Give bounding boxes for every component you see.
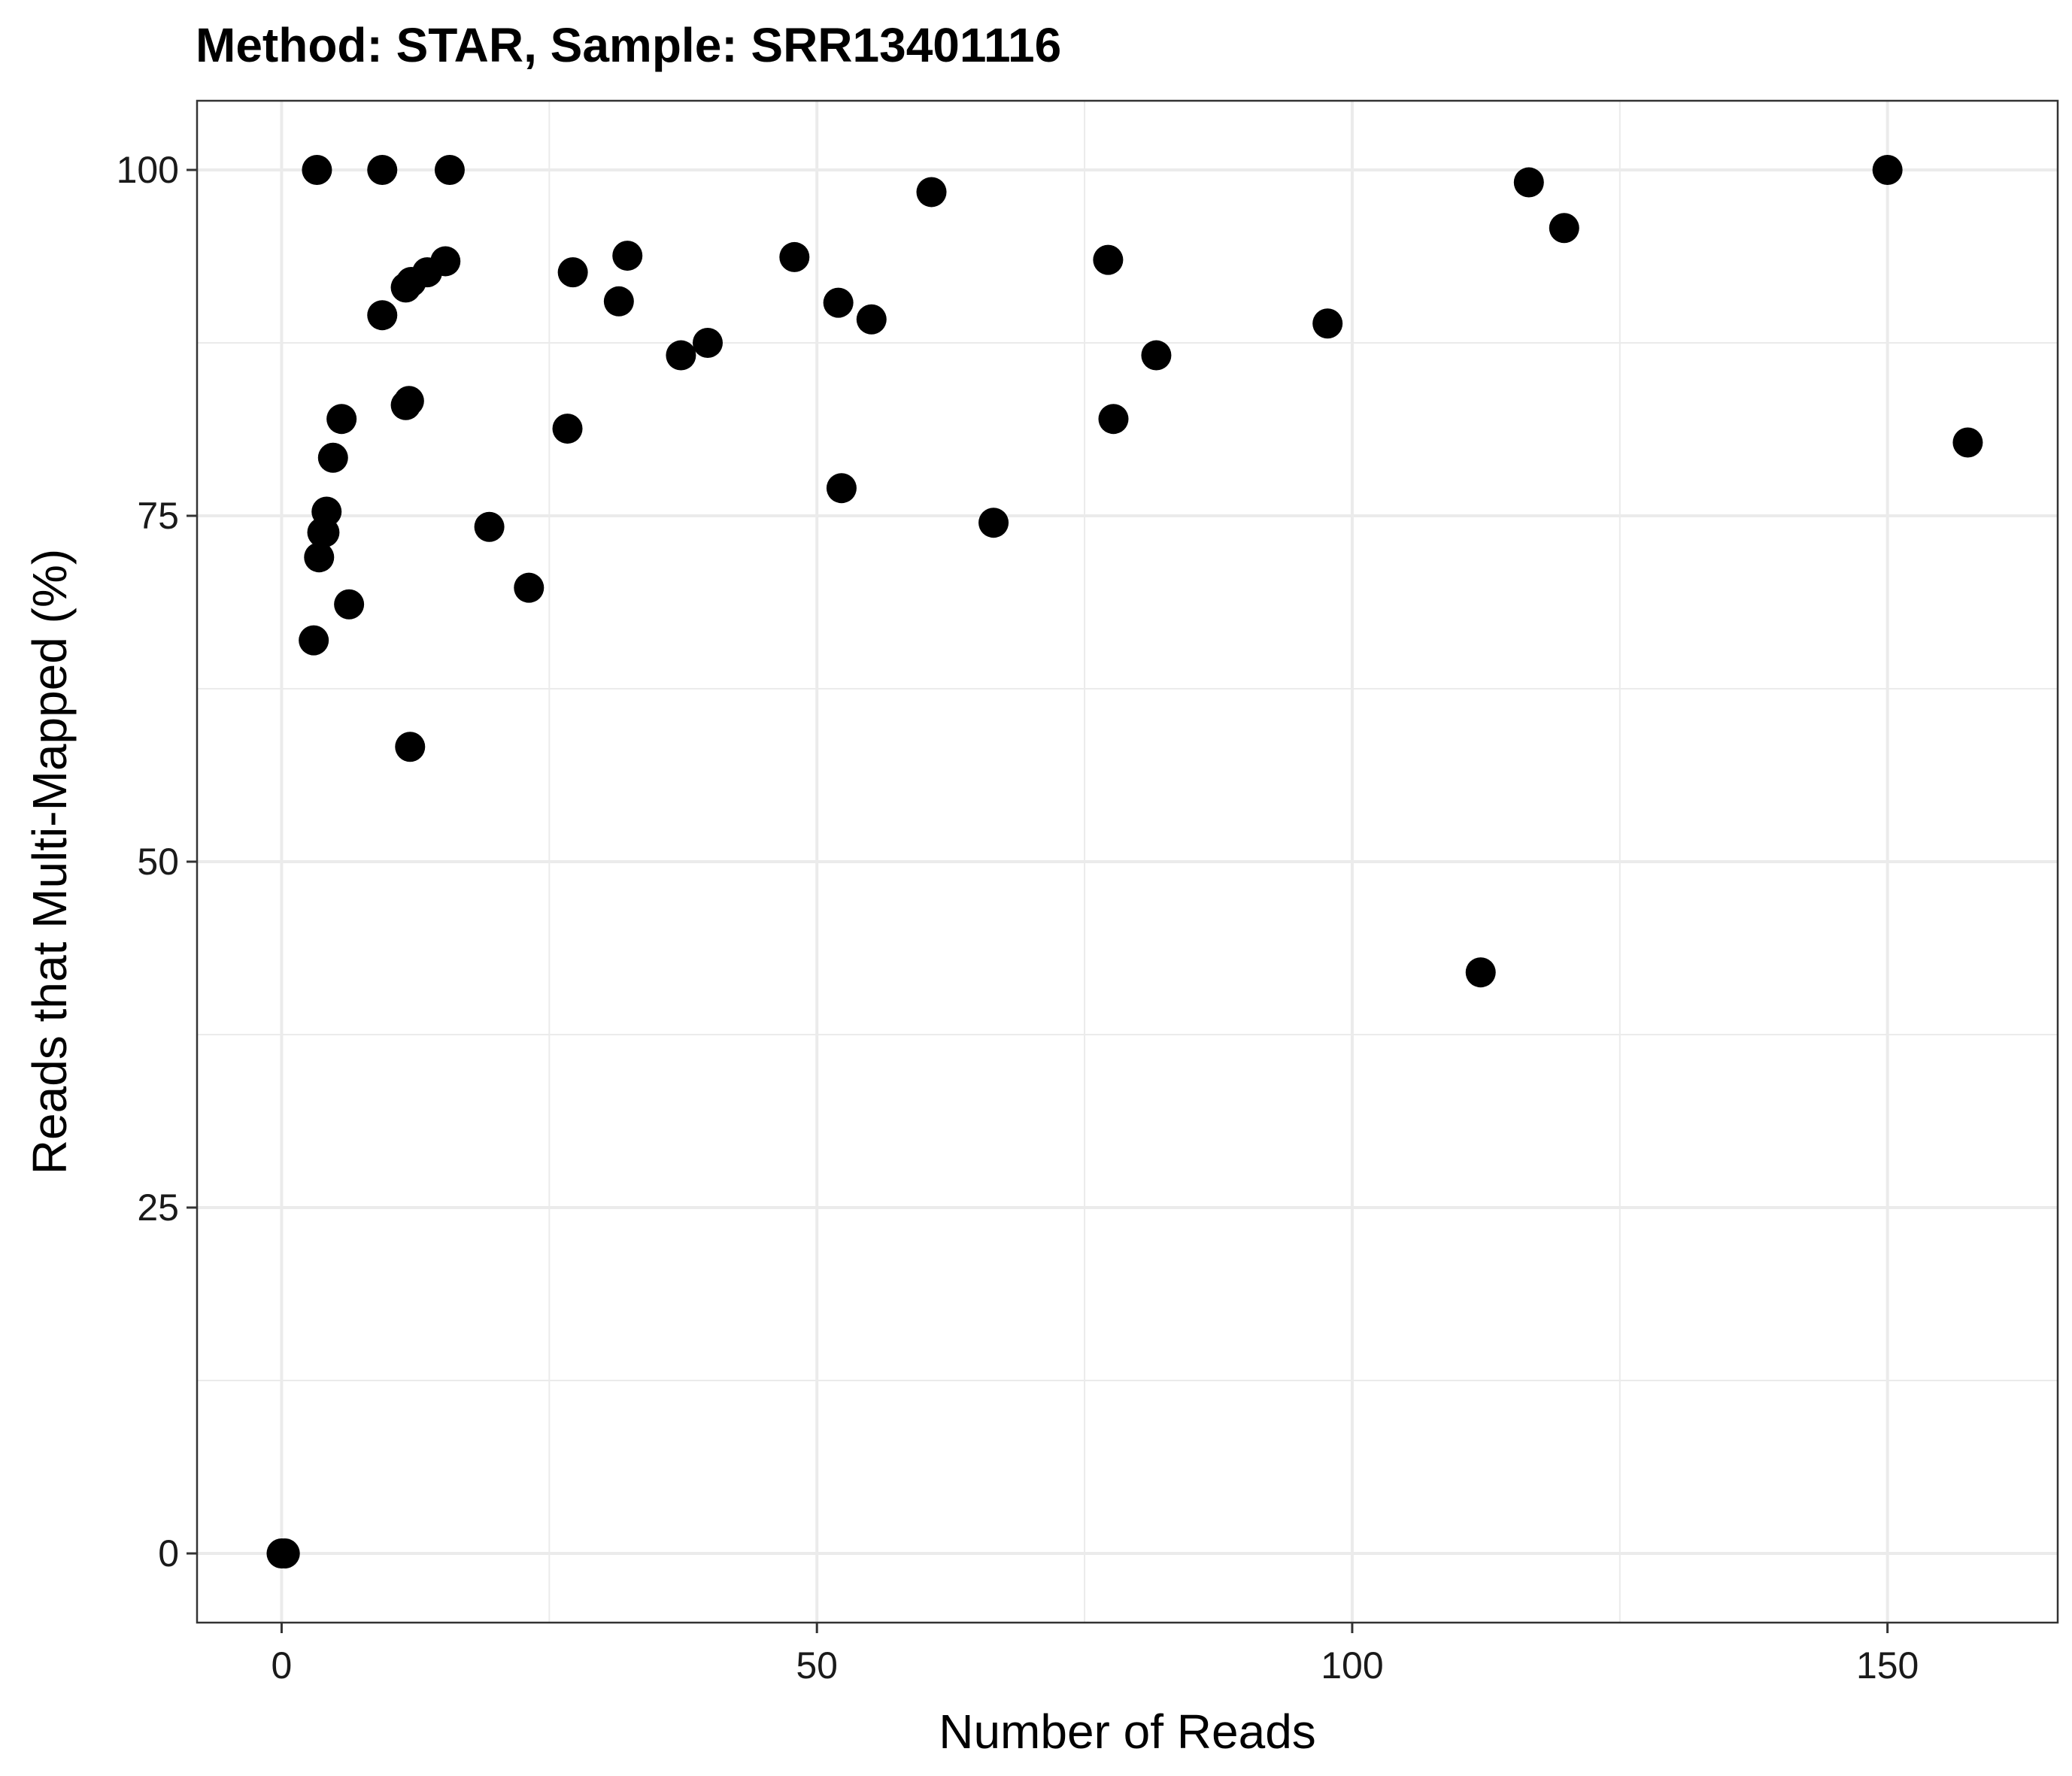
y-tick-label: 50: [137, 841, 179, 883]
data-point: [1952, 427, 1983, 458]
data-point: [1093, 244, 1124, 275]
data-point: [302, 155, 332, 185]
data-point: [269, 1538, 300, 1568]
data-point: [367, 155, 398, 185]
x-axis-title: Number of Reads: [939, 1705, 1316, 1759]
data-points: [266, 155, 1983, 1568]
y-axis-tick-labels: 0 25 50 75 100: [117, 149, 179, 1574]
data-point: [334, 589, 365, 620]
chart-title: Method: STAR, Sample: SRR13401116: [196, 18, 1061, 72]
data-point: [317, 442, 348, 473]
data-point: [557, 257, 588, 288]
data-point: [823, 287, 854, 318]
x-axis-tick-labels: 0 50 100 150: [272, 1644, 1919, 1687]
data-point: [434, 155, 465, 185]
data-point: [299, 625, 329, 656]
data-point: [826, 473, 857, 504]
data-point: [692, 328, 723, 358]
y-tick-label: 75: [137, 495, 179, 537]
y-axis-title: Reads that Multi-Mapped (%): [23, 549, 77, 1174]
axis-ticks: [187, 168, 1889, 1633]
y-tick-label: 25: [137, 1187, 179, 1229]
data-point: [304, 542, 335, 573]
data-point: [1312, 308, 1343, 339]
data-point: [612, 241, 643, 271]
data-point: [311, 496, 342, 527]
data-point: [395, 732, 426, 762]
y-tick-label: 100: [117, 149, 179, 191]
data-point: [430, 246, 461, 277]
grid-lines: [197, 101, 2058, 1623]
data-point: [552, 414, 583, 444]
data-point: [978, 508, 1009, 538]
data-point: [1141, 340, 1172, 371]
data-point: [1098, 404, 1129, 435]
data-point: [1513, 167, 1544, 198]
data-point: [779, 241, 810, 272]
y-tick-label: 0: [158, 1532, 179, 1574]
data-point: [474, 511, 505, 542]
data-point: [856, 304, 887, 335]
data-point: [514, 572, 545, 603]
x-tick-label: 50: [796, 1644, 838, 1687]
x-tick-label: 100: [1321, 1644, 1383, 1687]
data-point: [603, 286, 634, 317]
x-tick-label: 0: [272, 1644, 293, 1687]
x-tick-label: 150: [1856, 1644, 1919, 1687]
data-point: [367, 300, 398, 331]
data-point: [393, 386, 424, 417]
data-point: [326, 404, 357, 435]
data-point: [1465, 957, 1496, 988]
data-point: [666, 340, 696, 371]
data-point: [1872, 155, 1903, 185]
data-point: [916, 177, 947, 208]
data-point: [1549, 213, 1579, 244]
